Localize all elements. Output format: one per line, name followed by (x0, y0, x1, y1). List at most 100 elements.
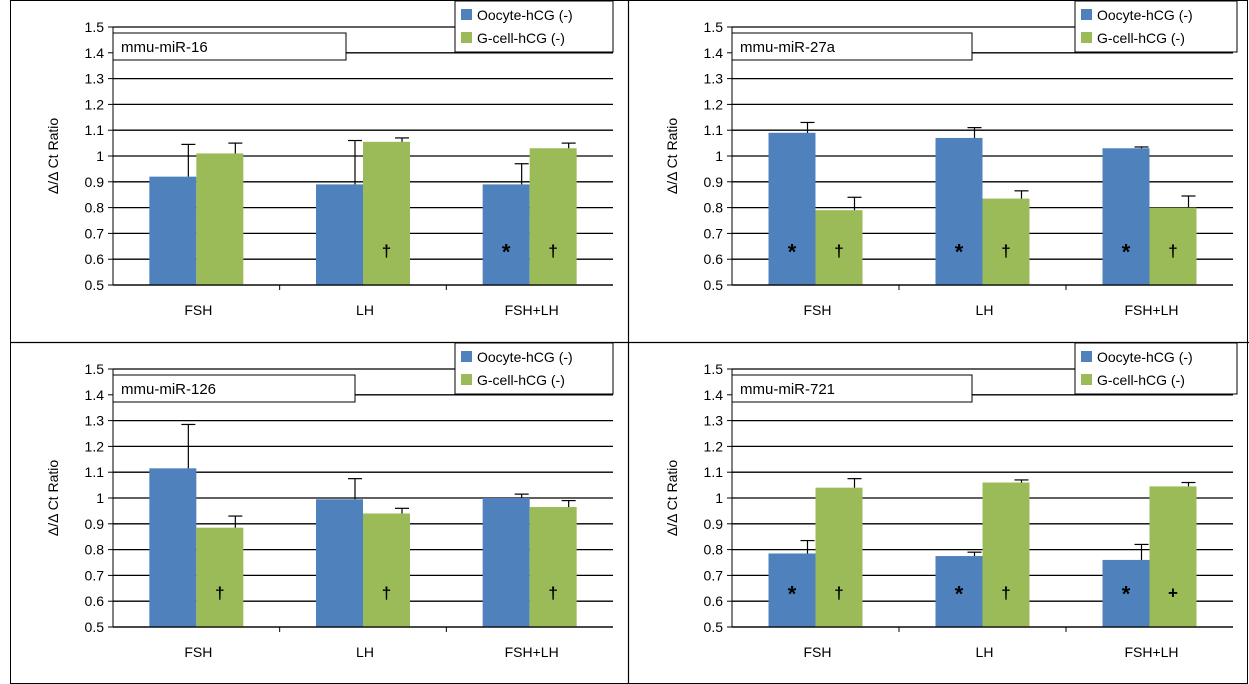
y-tick-label: 1 (96, 490, 104, 506)
significance-marker: † (834, 241, 843, 260)
legend: Oocyte-hCG (-) G-cell-hCG (-) (1074, 342, 1238, 395)
bar-gcell (363, 141, 410, 285)
x-tick-label: LH (976, 644, 994, 660)
y-tick-label: 0.6 (704, 251, 724, 267)
x-tick-label: LH (976, 302, 994, 318)
y-tick-label: 1.4 (85, 45, 105, 61)
significance-marker: * (955, 239, 964, 264)
y-tick-label: 1 (715, 490, 723, 506)
bar-gcell (815, 487, 863, 627)
y-tick-label: 0.7 (704, 225, 724, 241)
significance-marker: * (788, 581, 797, 606)
bar-oocyte (1102, 148, 1150, 285)
bar-gcell (196, 153, 244, 285)
legend-swatch (461, 351, 472, 362)
chart-title: mmu-miR-721 (740, 381, 835, 398)
legend-label: G-cell-hCG (-) (1097, 30, 1185, 46)
y-tick-label: 0.6 (704, 593, 724, 609)
y-tick-label: 0.5 (85, 277, 105, 293)
legend: Oocyte-hCG (-) G-cell-hCG (-) (454, 342, 614, 395)
legend-label: G-cell-hCG (-) (477, 30, 565, 46)
legend-swatch (461, 9, 472, 20)
bar-gcell (196, 527, 244, 627)
y-tick-label: 1.1 (704, 464, 724, 480)
significance-marker: * (1122, 581, 1131, 606)
y-tick-label: 1.2 (704, 96, 724, 112)
significance-marker: † (382, 241, 391, 260)
x-tick-label: FSH+LH (505, 644, 559, 660)
bar-oocyte (1102, 559, 1150, 627)
y-tick-label: 1.5 (704, 361, 724, 377)
legend-swatch (1081, 374, 1092, 385)
bar-gcell (1149, 486, 1197, 627)
legend-label: G-cell-hCG (-) (1097, 372, 1185, 388)
legend-label: Oocyte-hCG (-) (477, 349, 573, 365)
y-axis-label: Δ/Δ Ct Ratio (45, 118, 61, 194)
bar-oocyte (935, 556, 983, 627)
y-tick-label: 0.7 (85, 567, 105, 583)
y-tick-label: 0.9 (704, 516, 724, 532)
legend-label: Oocyte-hCG (-) (1097, 7, 1193, 23)
y-tick-label: 1.3 (704, 413, 724, 429)
significance-marker: † (1001, 241, 1010, 260)
significance-marker: * (788, 239, 797, 264)
legend-box (1074, 342, 1238, 395)
y-tick-label: 0.5 (704, 619, 724, 635)
y-axis-label: Δ/Δ Ct Ratio (664, 460, 680, 536)
bar-gcell (982, 482, 1030, 627)
significance-marker: † (834, 583, 843, 602)
bar-oocyte (935, 137, 983, 285)
y-tick-label: 1.4 (704, 45, 724, 61)
significance-marker: * (502, 239, 511, 264)
legend: Oocyte-hCG (-) G-cell-hCG (-) (454, 0, 614, 53)
significance-marker: † (548, 583, 557, 602)
bar-oocyte (768, 132, 816, 285)
x-tick-label: LH (356, 302, 374, 318)
y-tick-label: 1.4 (85, 387, 105, 403)
y-tick-label: 1.1 (85, 122, 105, 138)
y-tick-label: 1.2 (85, 438, 105, 454)
bar-oocyte (316, 184, 363, 285)
x-tick-label: FSH (804, 644, 832, 660)
y-tick-label: 1.2 (85, 96, 105, 112)
legend-swatch (1081, 9, 1092, 20)
legend-swatch (461, 32, 472, 43)
bar-gcell (529, 507, 577, 627)
bar-oocyte (149, 468, 197, 627)
y-tick-label: 0.8 (85, 200, 105, 216)
bar-oocyte (482, 498, 530, 627)
significance-marker: * (955, 581, 964, 606)
x-tick-label: FSH+LH (1124, 302, 1178, 318)
y-tick-label: 1 (96, 148, 104, 164)
y-tick-label: 1.1 (85, 464, 105, 480)
y-tick-label: 0.5 (85, 619, 105, 635)
bar-gcell (815, 210, 863, 285)
y-tick-label: 1.5 (85, 361, 105, 377)
bar-oocyte (316, 499, 363, 627)
y-tick-label: 1.1 (704, 122, 724, 138)
y-tick-label: 1.5 (85, 19, 105, 35)
y-tick-label: 0.6 (85, 593, 105, 609)
x-tick-label: FSH (184, 644, 212, 660)
chart-title: mmu-miR-126 (121, 381, 216, 398)
y-tick-label: 0.9 (85, 516, 105, 532)
y-tick-label: 0.8 (704, 200, 724, 216)
legend-box (1074, 0, 1238, 53)
y-tick-label: 1.2 (704, 438, 724, 454)
bar-gcell (982, 198, 1030, 285)
x-tick-label: FSH (184, 302, 212, 318)
y-tick-label: 0.9 (704, 174, 724, 190)
y-tick-label: 0.8 (704, 542, 724, 558)
y-tick-label: 1.3 (85, 413, 105, 429)
significance-marker: † (382, 583, 391, 602)
legend-label: Oocyte-hCG (-) (477, 7, 573, 23)
legend-swatch (1081, 351, 1092, 362)
title-box (731, 374, 973, 403)
significance-marker: † (215, 583, 224, 602)
y-tick-label: 0.7 (704, 567, 724, 583)
y-tick-label: 0.6 (85, 251, 105, 267)
y-tick-label: 1.4 (704, 387, 724, 403)
x-tick-label: FSH (804, 302, 832, 318)
chart-panel-2: 0.5 0.6 0.7 0.8 0.9 1 1.1 1.2 1.3 1.4 1.5 Δ/Δ Ct Ra… (664, 0, 1238, 318)
